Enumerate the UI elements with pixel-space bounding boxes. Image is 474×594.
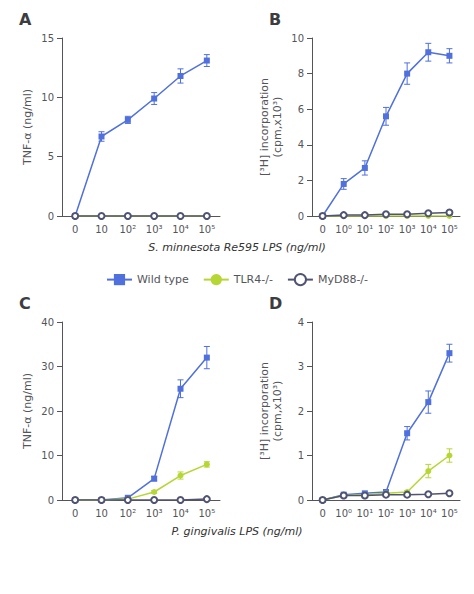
svg-text:0: 0 (72, 508, 78, 519)
svg-text:1: 1 (298, 450, 304, 461)
svg-text:4: 4 (298, 317, 304, 328)
svg-text:0: 0 (319, 224, 325, 235)
svg-text:10: 10 (95, 224, 108, 235)
svg-text:10⁴: 10⁴ (420, 508, 437, 519)
svg-text:15: 15 (41, 33, 54, 44)
svg-text:B: B (269, 10, 281, 29)
svg-text:0: 0 (298, 495, 304, 506)
svg-text:10⁰: 10⁰ (335, 224, 352, 235)
svg-text:10⁵: 10⁵ (198, 508, 215, 519)
svg-text:6: 6 (298, 104, 304, 115)
svg-text:(cpm,x10³): (cpm,x10³) (271, 381, 284, 442)
svg-text:10²: 10² (378, 224, 395, 235)
svg-text:10³: 10³ (146, 224, 163, 235)
svg-text:5: 5 (48, 151, 54, 162)
svg-text:A: A (19, 10, 32, 29)
svg-text:10⁴: 10⁴ (172, 508, 189, 519)
svg-text:C: C (19, 294, 31, 313)
svg-text:10: 10 (291, 33, 304, 44)
svg-text:S. minnesota Re595 LPS (ng/ml): S. minnesota Re595 LPS (ng/ml) (148, 241, 326, 254)
svg-text:30: 30 (41, 361, 54, 372)
svg-text:4: 4 (298, 139, 304, 150)
svg-text:P. gingivalis LPS (ng/ml): P. gingivalis LPS (ng/ml) (171, 525, 302, 538)
svg-text:3: 3 (298, 361, 304, 372)
svg-text:[³H] incorporation: [³H] incorporation (258, 362, 271, 460)
svg-text:TNF-α (ng/ml): TNF-α (ng/ml) (21, 373, 34, 450)
svg-text:10: 10 (41, 450, 54, 461)
svg-text:MyD88-/-: MyD88-/- (318, 273, 368, 286)
svg-text:10¹: 10¹ (356, 508, 373, 519)
svg-text:2: 2 (298, 406, 304, 417)
svg-text:40: 40 (41, 317, 54, 328)
svg-text:2: 2 (298, 175, 304, 186)
svg-text:(cpm,x10³): (cpm,x10³) (271, 97, 284, 158)
svg-text:0: 0 (72, 224, 78, 235)
svg-text:10: 10 (95, 508, 108, 519)
svg-text:20: 20 (41, 406, 54, 417)
svg-text:10¹: 10¹ (356, 224, 373, 235)
svg-text:D: D (269, 294, 282, 313)
svg-text:10³: 10³ (399, 508, 416, 519)
svg-text:10³: 10³ (399, 224, 416, 235)
svg-text:10²: 10² (119, 508, 136, 519)
svg-text:10⁴: 10⁴ (172, 224, 189, 235)
svg-text:10³: 10³ (146, 508, 163, 519)
svg-text:[³H] incorporation: [³H] incorporation (258, 78, 271, 176)
svg-text:Wild type: Wild type (137, 273, 189, 286)
svg-text:10⁴: 10⁴ (420, 224, 437, 235)
svg-text:0: 0 (298, 211, 304, 222)
svg-text:10²: 10² (119, 224, 136, 235)
svg-text:TNF-α (ng/ml): TNF-α (ng/ml) (21, 89, 34, 166)
svg-text:8: 8 (298, 68, 304, 79)
svg-text:0: 0 (48, 495, 54, 506)
svg-text:10⁰: 10⁰ (335, 508, 352, 519)
svg-text:10⁵: 10⁵ (441, 508, 458, 519)
svg-text:10: 10 (41, 92, 54, 103)
svg-text:0: 0 (48, 211, 54, 222)
svg-text:TLR4-/-: TLR4-/- (233, 273, 273, 286)
svg-text:0: 0 (319, 508, 325, 519)
svg-text:10²: 10² (378, 508, 395, 519)
svg-text:10⁵: 10⁵ (198, 224, 215, 235)
svg-text:10⁵: 10⁵ (441, 224, 458, 235)
